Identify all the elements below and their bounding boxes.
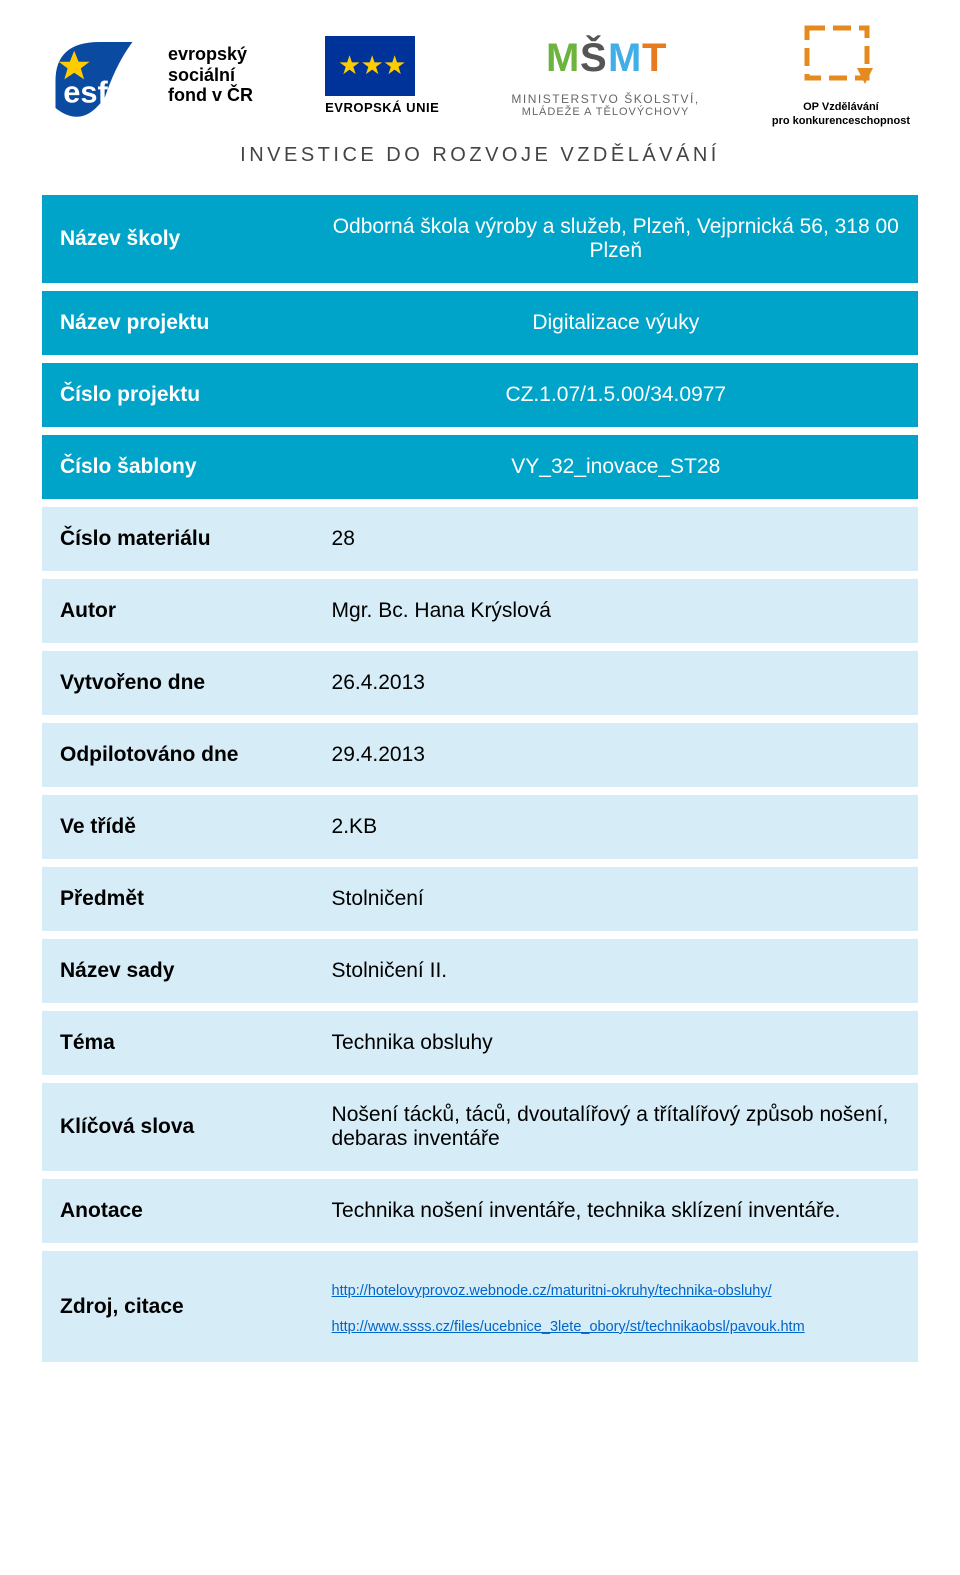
row-label: Název projektu — [42, 291, 314, 355]
row-value: http://hotelovyprovoz.webnode.cz/maturit… — [314, 1251, 918, 1362]
table-row: Zdroj, citace http://hotelovyprovoz.webno… — [42, 1251, 918, 1362]
op-label-2: pro konkurenceschopnost — [772, 115, 910, 128]
row-label: Název školy — [42, 195, 314, 283]
esf-line-2: sociální — [168, 65, 253, 86]
msmt-logo-block: M Š M T MINISTERSTVO ŠKOLSTVÍ, MLÁDEŽE A… — [511, 33, 699, 118]
row-value: 2.KB — [314, 795, 918, 859]
esf-text: evropský sociální fond v ČR — [168, 44, 253, 106]
row-label: Číslo šablony — [42, 435, 314, 499]
metadata-table-wrap: Název školyOdborná škola výroby a služeb… — [0, 177, 960, 1410]
op-shape-icon — [801, 22, 881, 92]
row-value: CZ.1.07/1.5.00/34.0977 — [314, 363, 918, 427]
row-label: Klíčová slova — [42, 1083, 314, 1171]
row-value: Nošení tácků, táců, dvoutalířový a tříta… — [314, 1083, 918, 1171]
svg-text:M: M — [546, 36, 579, 80]
row-label: Ve třídě — [42, 795, 314, 859]
table-row: Číslo projektuCZ.1.07/1.5.00/34.0977 — [42, 363, 918, 427]
row-label: Zdroj, citace — [42, 1251, 314, 1362]
op-logo-block: OP Vzdělávání pro konkurenceschopnost — [772, 22, 910, 127]
msmt-line1: MINISTERSTVO ŠKOLSTVÍ, — [511, 92, 699, 106]
logo-strip: esf evropský sociální fond v ČR ★ ★ ★ EV… — [40, 20, 920, 130]
table-row: Číslo materiálu28 — [42, 507, 918, 571]
row-label: Název sady — [42, 939, 314, 1003]
row-label: Autor — [42, 579, 314, 643]
row-value: 28 — [314, 507, 918, 571]
row-value: 29.4.2013 — [314, 723, 918, 787]
row-label: Číslo projektu — [42, 363, 314, 427]
op-label-1: OP Vzdělávání — [772, 101, 910, 114]
row-label: Odpilotováno dne — [42, 723, 314, 787]
table-row: Název projektuDigitalizace výuky — [42, 291, 918, 355]
row-value: Technika obsluhy — [314, 1011, 918, 1075]
table-row: Název sadyStolničení II. — [42, 939, 918, 1003]
table-row: Odpilotováno dne29.4.2013 — [42, 723, 918, 787]
eu-label: EVROPSKÁ UNIE — [325, 100, 439, 115]
table-row: Ve třídě2.KB — [42, 795, 918, 859]
table-row: AnotaceTechnika nošení inventáře, techni… — [42, 1179, 918, 1243]
esf-logo-icon: esf — [50, 20, 160, 130]
citation-link[interactable]: http://www.ssss.cz/files/ucebnice_3lete_… — [332, 1319, 805, 1335]
row-value: Mgr. Bc. Hana Krýslová — [314, 579, 918, 643]
eu-flag-icon: ★ ★ ★ — [325, 36, 415, 96]
row-value: Stolničení II. — [314, 939, 918, 1003]
svg-text:esf: esf — [63, 75, 108, 110]
row-value: Digitalizace výuky — [314, 291, 918, 355]
svg-text:T: T — [642, 36, 666, 80]
row-value: Stolničení — [314, 867, 918, 931]
table-row: Vytvořeno dne26.4.2013 — [42, 651, 918, 715]
investice-tagline: INVESTICE DO ROZVOJE VZDĚLÁVÁNÍ — [40, 144, 920, 167]
table-row: Číslo šablonyVY_32_inovace_ST28 — [42, 435, 918, 499]
row-label: Předmět — [42, 867, 314, 931]
row-value: 26.4.2013 — [314, 651, 918, 715]
row-label: Vytvořeno dne — [42, 651, 314, 715]
citation-link[interactable]: http://hotelovyprovoz.webnode.cz/maturit… — [332, 1283, 772, 1299]
table-row: Klíčová slovaNošení tácků, táců, dvoutal… — [42, 1083, 918, 1171]
table-row: Název školyOdborná škola výroby a služeb… — [42, 195, 918, 283]
eu-logo-block: ★ ★ ★ EVROPSKÁ UNIE — [325, 36, 439, 115]
row-value: Technika nošení inventáře, technika sklí… — [314, 1179, 918, 1243]
table-row: AutorMgr. Bc. Hana Krýslová — [42, 579, 918, 643]
row-label: Téma — [42, 1011, 314, 1075]
row-value: Odborná škola výroby a služeb, Plzeň, Ve… — [314, 195, 918, 283]
row-value: VY_32_inovace_ST28 — [314, 435, 918, 499]
msmt-line2: MLÁDEŽE A TĚLOVÝCHOVY — [511, 106, 699, 118]
msmt-logo-icon: M Š M T — [546, 33, 666, 83]
table-row: TémaTechnika obsluhy — [42, 1011, 918, 1075]
esf-line-1: evropský — [168, 44, 253, 65]
svg-text:Š: Š — [580, 34, 607, 80]
funding-header: esf evropský sociální fond v ČR ★ ★ ★ EV… — [0, 0, 960, 177]
row-label: Anotace — [42, 1179, 314, 1243]
row-label: Číslo materiálu — [42, 507, 314, 571]
metadata-table: Název školyOdborná škola výroby a služeb… — [42, 187, 918, 1370]
esf-logo-block: esf evropský sociální fond v ČR — [50, 20, 253, 130]
esf-line-3: fond v ČR — [168, 85, 253, 106]
svg-text:M: M — [608, 36, 641, 80]
table-row: PředmětStolničení — [42, 867, 918, 931]
